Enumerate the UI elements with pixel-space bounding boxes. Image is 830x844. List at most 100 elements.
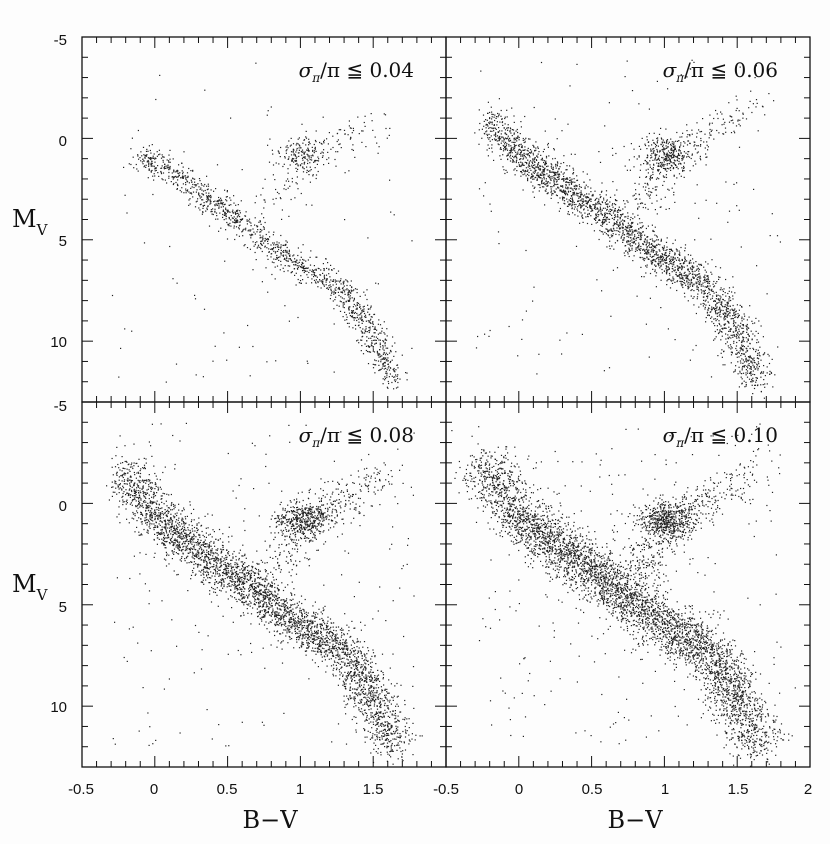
data-point: [740, 376, 742, 378]
data-point: [235, 221, 237, 223]
data-point: [249, 221, 251, 223]
data-point: [541, 180, 543, 183]
data-point: [681, 267, 683, 270]
data-point: [292, 143, 295, 145]
data-point: [359, 295, 361, 297]
data-point: [681, 259, 683, 261]
data-point: [204, 183, 206, 186]
data-point: [674, 183, 676, 185]
data-point: [595, 198, 597, 200]
data-point: [339, 280, 341, 282]
data-point: [503, 139, 505, 141]
data-point: [715, 294, 718, 296]
data-point: [513, 139, 515, 141]
data-point: [716, 313, 719, 315]
data-point: [509, 137, 511, 139]
data-point: [152, 155, 154, 157]
data-point: [550, 163, 552, 165]
data-point: [223, 204, 226, 206]
data-point: [159, 153, 161, 155]
data-point: [207, 197, 209, 199]
data-point: [670, 248, 672, 250]
data-point: [673, 146, 675, 149]
data-point: [368, 346, 370, 348]
data-point: [344, 219, 346, 221]
data-point: [638, 236, 640, 239]
data-point: [214, 204, 216, 206]
data-point: [559, 339, 561, 341]
data-point: [364, 115, 366, 117]
data-point: [583, 204, 585, 206]
data-point: [551, 175, 553, 178]
data-point: [518, 139, 520, 141]
data-point: [665, 272, 667, 274]
data-point: [723, 288, 725, 290]
data-point: [671, 187, 673, 189]
data-point: [311, 270, 313, 273]
data-point: [604, 215, 606, 218]
data-point: [162, 156, 164, 158]
data-point: [727, 305, 729, 307]
data-point: [652, 150, 654, 152]
data-point: [501, 121, 504, 123]
data-point: [151, 157, 153, 159]
data-point: [651, 156, 653, 158]
data-point: [506, 149, 509, 151]
data-point: [643, 248, 645, 250]
data-point: [621, 226, 623, 228]
data-point: [677, 269, 679, 271]
data-point: [283, 258, 285, 260]
data-point: [335, 151, 337, 153]
data-point: [650, 150, 652, 152]
data-point: [672, 149, 674, 151]
data-point: [655, 286, 657, 288]
data-point: [753, 387, 756, 390]
data-point: [688, 271, 690, 273]
data-point: [679, 150, 681, 152]
data-point: [382, 363, 385, 365]
data-point: [655, 258, 658, 260]
data-point: [664, 196, 666, 198]
data-point: [527, 178, 529, 180]
data-point: [194, 298, 197, 300]
data-point: [618, 227, 620, 229]
data-point: [309, 159, 311, 161]
data-point: [605, 190, 608, 192]
data-point: [704, 292, 706, 294]
data-point: [741, 349, 743, 351]
data-point: [390, 351, 392, 353]
data-point: [755, 330, 757, 332]
data-point: [613, 217, 616, 219]
data-point: [491, 147, 493, 149]
data-point: [314, 281, 317, 283]
data-point: [553, 190, 555, 192]
data-point: [666, 158, 668, 160]
data-point: [354, 288, 357, 290]
data-point: [677, 268, 679, 270]
data-point: [252, 228, 254, 230]
data-point: [337, 139, 339, 141]
data-point: [663, 161, 665, 163]
data-point: [493, 134, 495, 136]
data-point: [374, 339, 376, 341]
data-point: [697, 288, 699, 290]
data-point: [731, 347, 733, 349]
data-point: [737, 361, 739, 363]
data-point: [673, 191, 675, 193]
data-point: [537, 165, 539, 167]
data-point: [512, 129, 515, 131]
data-point: [554, 174, 556, 176]
data-point: [289, 185, 291, 187]
data-point: [316, 256, 318, 258]
data-point: [533, 158, 536, 160]
data-point: [647, 168, 649, 170]
data-point: [168, 171, 170, 174]
data-point: [328, 162, 330, 164]
data-point: [296, 147, 298, 150]
data-point: [736, 304, 738, 306]
data-point: [504, 172, 506, 175]
data-point: [323, 277, 326, 279]
data-point: [516, 170, 518, 172]
data-point: [175, 175, 177, 177]
data-point: [278, 152, 280, 154]
